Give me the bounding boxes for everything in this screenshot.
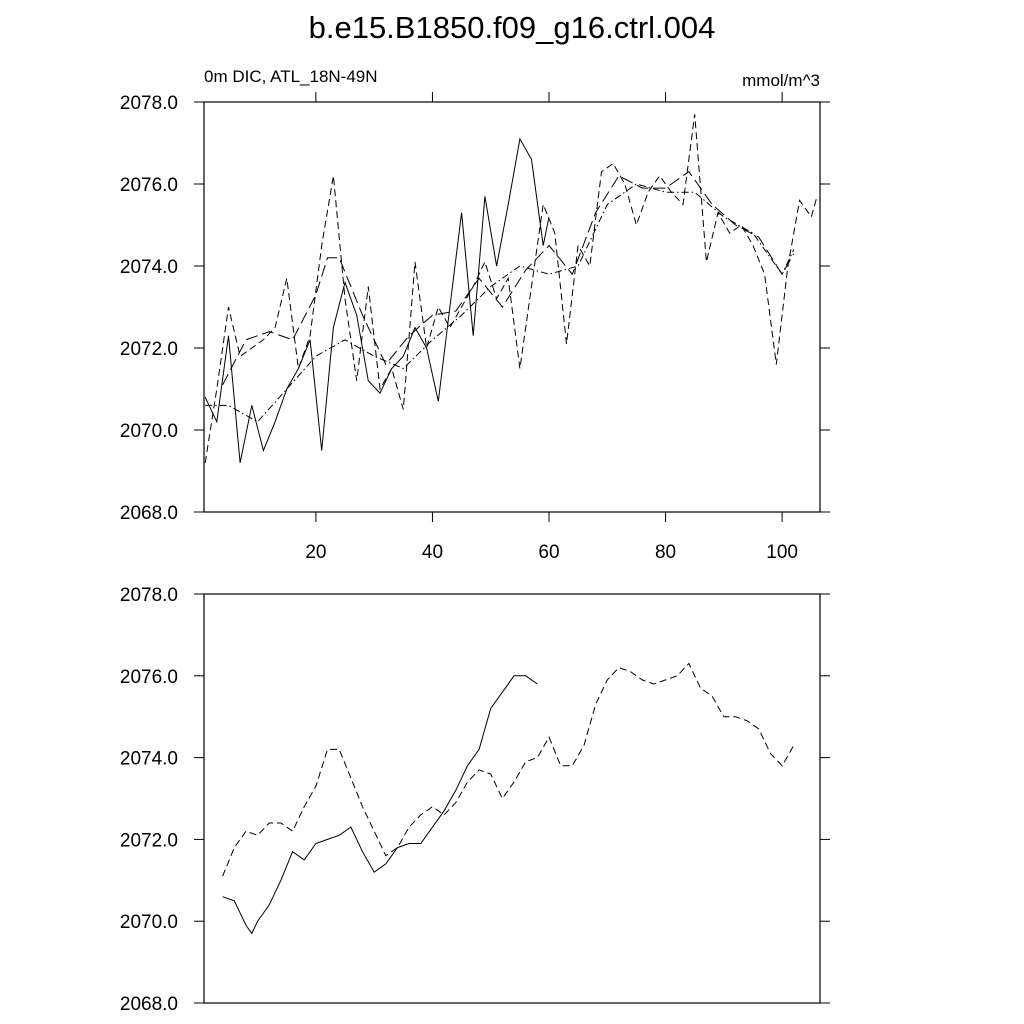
y-tick-label: 2070.0: [120, 912, 178, 933]
figure-title: b.e15.B1850.f09_g16.ctrl.004: [309, 10, 716, 45]
data-line: [204, 137, 550, 463]
data-line: [222, 675, 538, 935]
data-line: [204, 114, 818, 463]
y-tick-label: 2078.0: [120, 93, 178, 114]
data-line: [205, 183, 795, 423]
y-tick-label: 2078.0: [120, 585, 178, 606]
y-tick-label: 2074.0: [120, 257, 178, 278]
units-label: mmol/m^3: [742, 71, 820, 90]
y-tick-label: 2072.0: [120, 339, 178, 360]
plot-frame: [203, 593, 821, 1004]
x-tick-label: 100: [766, 542, 798, 563]
x-tick-label: 20: [305, 542, 326, 563]
y-tick-label: 2068.0: [120, 503, 178, 524]
data-line: [222, 171, 795, 386]
y-tick-label: 2076.0: [120, 175, 178, 196]
data-line: [222, 662, 795, 877]
y-tick-label: 2074.0: [120, 749, 178, 770]
y-tick-label: 2072.0: [120, 830, 178, 851]
plot-frame: [203, 101, 821, 513]
x-tick-label: 60: [538, 542, 559, 563]
panel-subtitle: 0m DIC, ATL_18N-49N: [204, 67, 378, 86]
x-tick-label: 80: [655, 542, 676, 563]
y-tick-label: 2070.0: [120, 421, 178, 442]
x-tick-label: 40: [422, 542, 443, 563]
y-tick-label: 2068.0: [120, 994, 178, 1015]
y-tick-label: 2076.0: [120, 667, 178, 688]
